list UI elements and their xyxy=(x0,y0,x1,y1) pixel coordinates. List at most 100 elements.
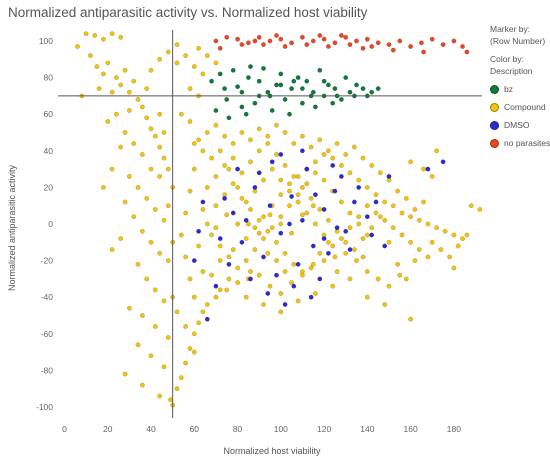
point-compound xyxy=(256,148,262,154)
point-compound xyxy=(397,272,403,278)
point-compound xyxy=(261,236,266,242)
point-dmso xyxy=(267,203,273,209)
point-no-parasites xyxy=(245,40,251,46)
point-compound xyxy=(425,254,431,260)
point-compound xyxy=(139,228,145,234)
point-compound xyxy=(161,217,167,223)
point-bz xyxy=(239,89,245,95)
point-compound xyxy=(287,203,292,209)
x-tick-label: 160 xyxy=(404,424,418,434)
point-compound xyxy=(403,195,409,201)
point-bz xyxy=(354,82,359,88)
point-no-parasites xyxy=(369,44,375,49)
point-bz xyxy=(278,82,284,88)
point-bz xyxy=(248,64,253,70)
point-dmso xyxy=(325,250,331,256)
point-no-parasites xyxy=(304,42,310,47)
point-compound xyxy=(248,206,253,212)
point-bz xyxy=(321,78,327,84)
point-dmso xyxy=(289,194,294,199)
point-bz xyxy=(224,97,230,102)
point-bz xyxy=(265,89,271,95)
point-dmso xyxy=(217,236,223,242)
point-bz xyxy=(256,78,262,84)
point-compound xyxy=(291,261,297,267)
point-compound xyxy=(356,221,362,227)
point-dmso xyxy=(382,243,388,249)
point-compound xyxy=(382,217,388,223)
point-compound xyxy=(213,173,219,179)
point-compound xyxy=(289,280,294,285)
point-compound xyxy=(135,342,141,348)
point-dmso xyxy=(369,232,375,238)
point-compound xyxy=(168,397,173,403)
point-compound xyxy=(278,291,284,296)
point-compound xyxy=(235,184,241,190)
point-compound xyxy=(83,31,89,37)
point-compound xyxy=(200,269,206,274)
legend-item-bz[interactable]: bz xyxy=(490,83,550,95)
point-compound xyxy=(291,173,297,179)
point-compound xyxy=(109,166,115,172)
point-compound xyxy=(187,276,193,282)
point-dmso xyxy=(278,152,284,157)
point-dmso xyxy=(299,148,305,154)
point-compound xyxy=(217,148,223,154)
x-tick-label: 60 xyxy=(190,424,200,434)
point-compound xyxy=(101,184,106,190)
point-compound xyxy=(299,212,305,218)
point-compound xyxy=(109,247,115,253)
point-compound xyxy=(278,221,284,227)
point-compound xyxy=(230,181,236,187)
point-dmso xyxy=(243,217,249,223)
point-compound xyxy=(235,280,241,285)
point-dmso xyxy=(269,159,275,165)
point-dmso xyxy=(256,170,262,176)
point-compound xyxy=(274,122,279,128)
point-compound xyxy=(282,269,288,274)
legend-item-compound[interactable]: Compound xyxy=(490,101,550,113)
point-compound xyxy=(131,141,137,146)
point-bz xyxy=(287,111,292,117)
point-compound xyxy=(382,199,388,205)
legend-item-dmso[interactable]: DMSO xyxy=(490,119,550,131)
point-compound xyxy=(204,221,210,227)
point-bz xyxy=(245,75,251,81)
x-tick-label: 0 xyxy=(62,424,67,434)
point-compound xyxy=(256,272,262,278)
point-compound xyxy=(274,258,279,263)
point-compound xyxy=(200,206,206,212)
point-compound xyxy=(161,155,167,161)
point-compound xyxy=(438,247,444,253)
point-compound xyxy=(325,217,331,223)
point-compound xyxy=(308,144,314,150)
y-tick-label: 80 xyxy=(44,73,54,83)
point-compound xyxy=(174,42,180,47)
point-compound xyxy=(282,162,288,168)
point-compound xyxy=(278,214,284,220)
point-dmso xyxy=(312,192,318,198)
point-compound xyxy=(261,214,266,220)
point-compound xyxy=(157,111,163,117)
point-compound xyxy=(399,232,405,238)
point-no-parasites xyxy=(408,44,413,49)
point-compound xyxy=(308,195,314,201)
point-compound xyxy=(131,214,137,220)
point-dmso xyxy=(230,210,236,216)
point-compound xyxy=(421,199,426,205)
point-no-parasites xyxy=(386,42,392,47)
legend-item-no-parasites[interactable]: no parasites xyxy=(490,137,550,149)
point-compound xyxy=(269,225,275,231)
point-compound xyxy=(287,181,292,187)
point-compound xyxy=(408,316,413,322)
point-compound xyxy=(88,53,93,58)
point-compound xyxy=(295,192,301,198)
point-compound xyxy=(183,360,189,366)
point-compound xyxy=(291,141,297,146)
point-compound xyxy=(217,258,223,263)
point-compound xyxy=(464,232,470,238)
point-compound xyxy=(122,371,128,377)
point-dmso xyxy=(308,294,314,300)
x-tick-label: 140 xyxy=(360,424,374,434)
